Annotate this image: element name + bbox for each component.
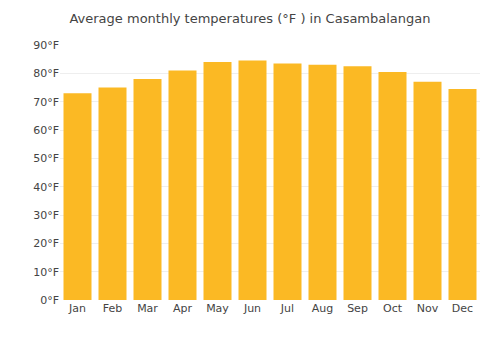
svg-text:50°F: 50°F — [33, 152, 59, 165]
svg-text:20°F: 20°F — [33, 237, 59, 250]
svg-text:0°F: 0°F — [40, 294, 59, 307]
svg-text:Dec: Dec — [452, 302, 473, 315]
svg-text:Jan: Jan — [68, 302, 86, 315]
svg-text:80°F: 80°F — [33, 67, 59, 80]
svg-text:60°F: 60°F — [33, 124, 59, 137]
svg-text:Sep: Sep — [347, 302, 368, 315]
svg-text:Average monthly temperatures (: Average monthly temperatures (°F ) in Ca… — [69, 11, 430, 26]
svg-text:30°F: 30°F — [33, 209, 59, 222]
svg-text:Apr: Apr — [173, 302, 193, 315]
svg-text:Aug: Aug — [312, 302, 333, 315]
svg-text:Jun: Jun — [243, 302, 261, 315]
svg-text:May: May — [206, 302, 229, 315]
svg-text:Oct: Oct — [383, 302, 403, 315]
svg-text:70°F: 70°F — [33, 96, 59, 109]
svg-text:Mar: Mar — [137, 302, 158, 315]
svg-text:Feb: Feb — [103, 302, 122, 315]
svg-text:40°F: 40°F — [33, 181, 59, 194]
svg-text:Jul: Jul — [280, 302, 294, 315]
svg-text:10°F: 10°F — [33, 266, 59, 279]
svg-text:Nov: Nov — [417, 302, 439, 315]
svg-text:90°F: 90°F — [33, 39, 59, 52]
